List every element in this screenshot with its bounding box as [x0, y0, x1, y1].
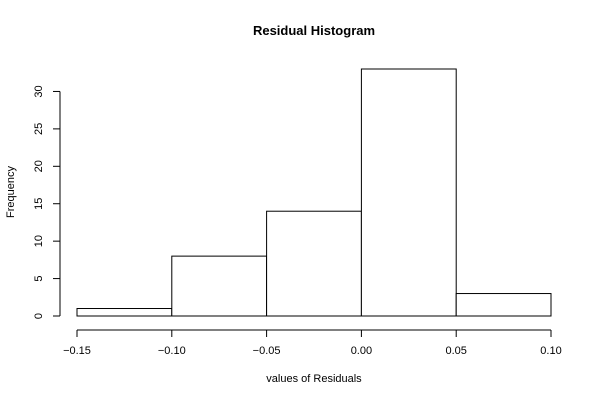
x-tick-label: 0.00	[351, 345, 372, 357]
chart-title: Residual Histogram	[253, 23, 375, 38]
histogram-bar-3	[360, 68, 457, 317]
y-tick-label: 15	[33, 198, 45, 210]
y-axis: 0 5 10 15 20 25 30	[33, 85, 61, 319]
y-tick-label: 0	[33, 313, 45, 319]
histogram-bar-2	[266, 210, 362, 317]
y-tick-label: 30	[33, 85, 45, 97]
histogram-bar-0	[76, 308, 173, 317]
histogram-bar-1	[171, 255, 268, 317]
y-tick-label: 10	[33, 235, 45, 247]
x-tick-label: −0.05	[253, 345, 281, 357]
x-tick-label: −0.10	[158, 345, 186, 357]
x-axis-label: values of Residuals	[266, 373, 362, 385]
y-axis-label: Frequency	[5, 166, 17, 218]
bars-group	[76, 68, 552, 317]
x-tick-label: 0.05	[445, 345, 466, 357]
y-tick-label: 5	[33, 276, 45, 282]
y-tick-label: 25	[33, 123, 45, 135]
x-axis: −0.15 −0.10 −0.05 0.00 0.05 0.10	[63, 329, 562, 357]
y-tick-label: 20	[33, 160, 45, 172]
x-tick-label: 0.10	[540, 345, 561, 357]
x-tick-label: −0.15	[63, 345, 91, 357]
histogram-bar-4	[455, 293, 552, 317]
